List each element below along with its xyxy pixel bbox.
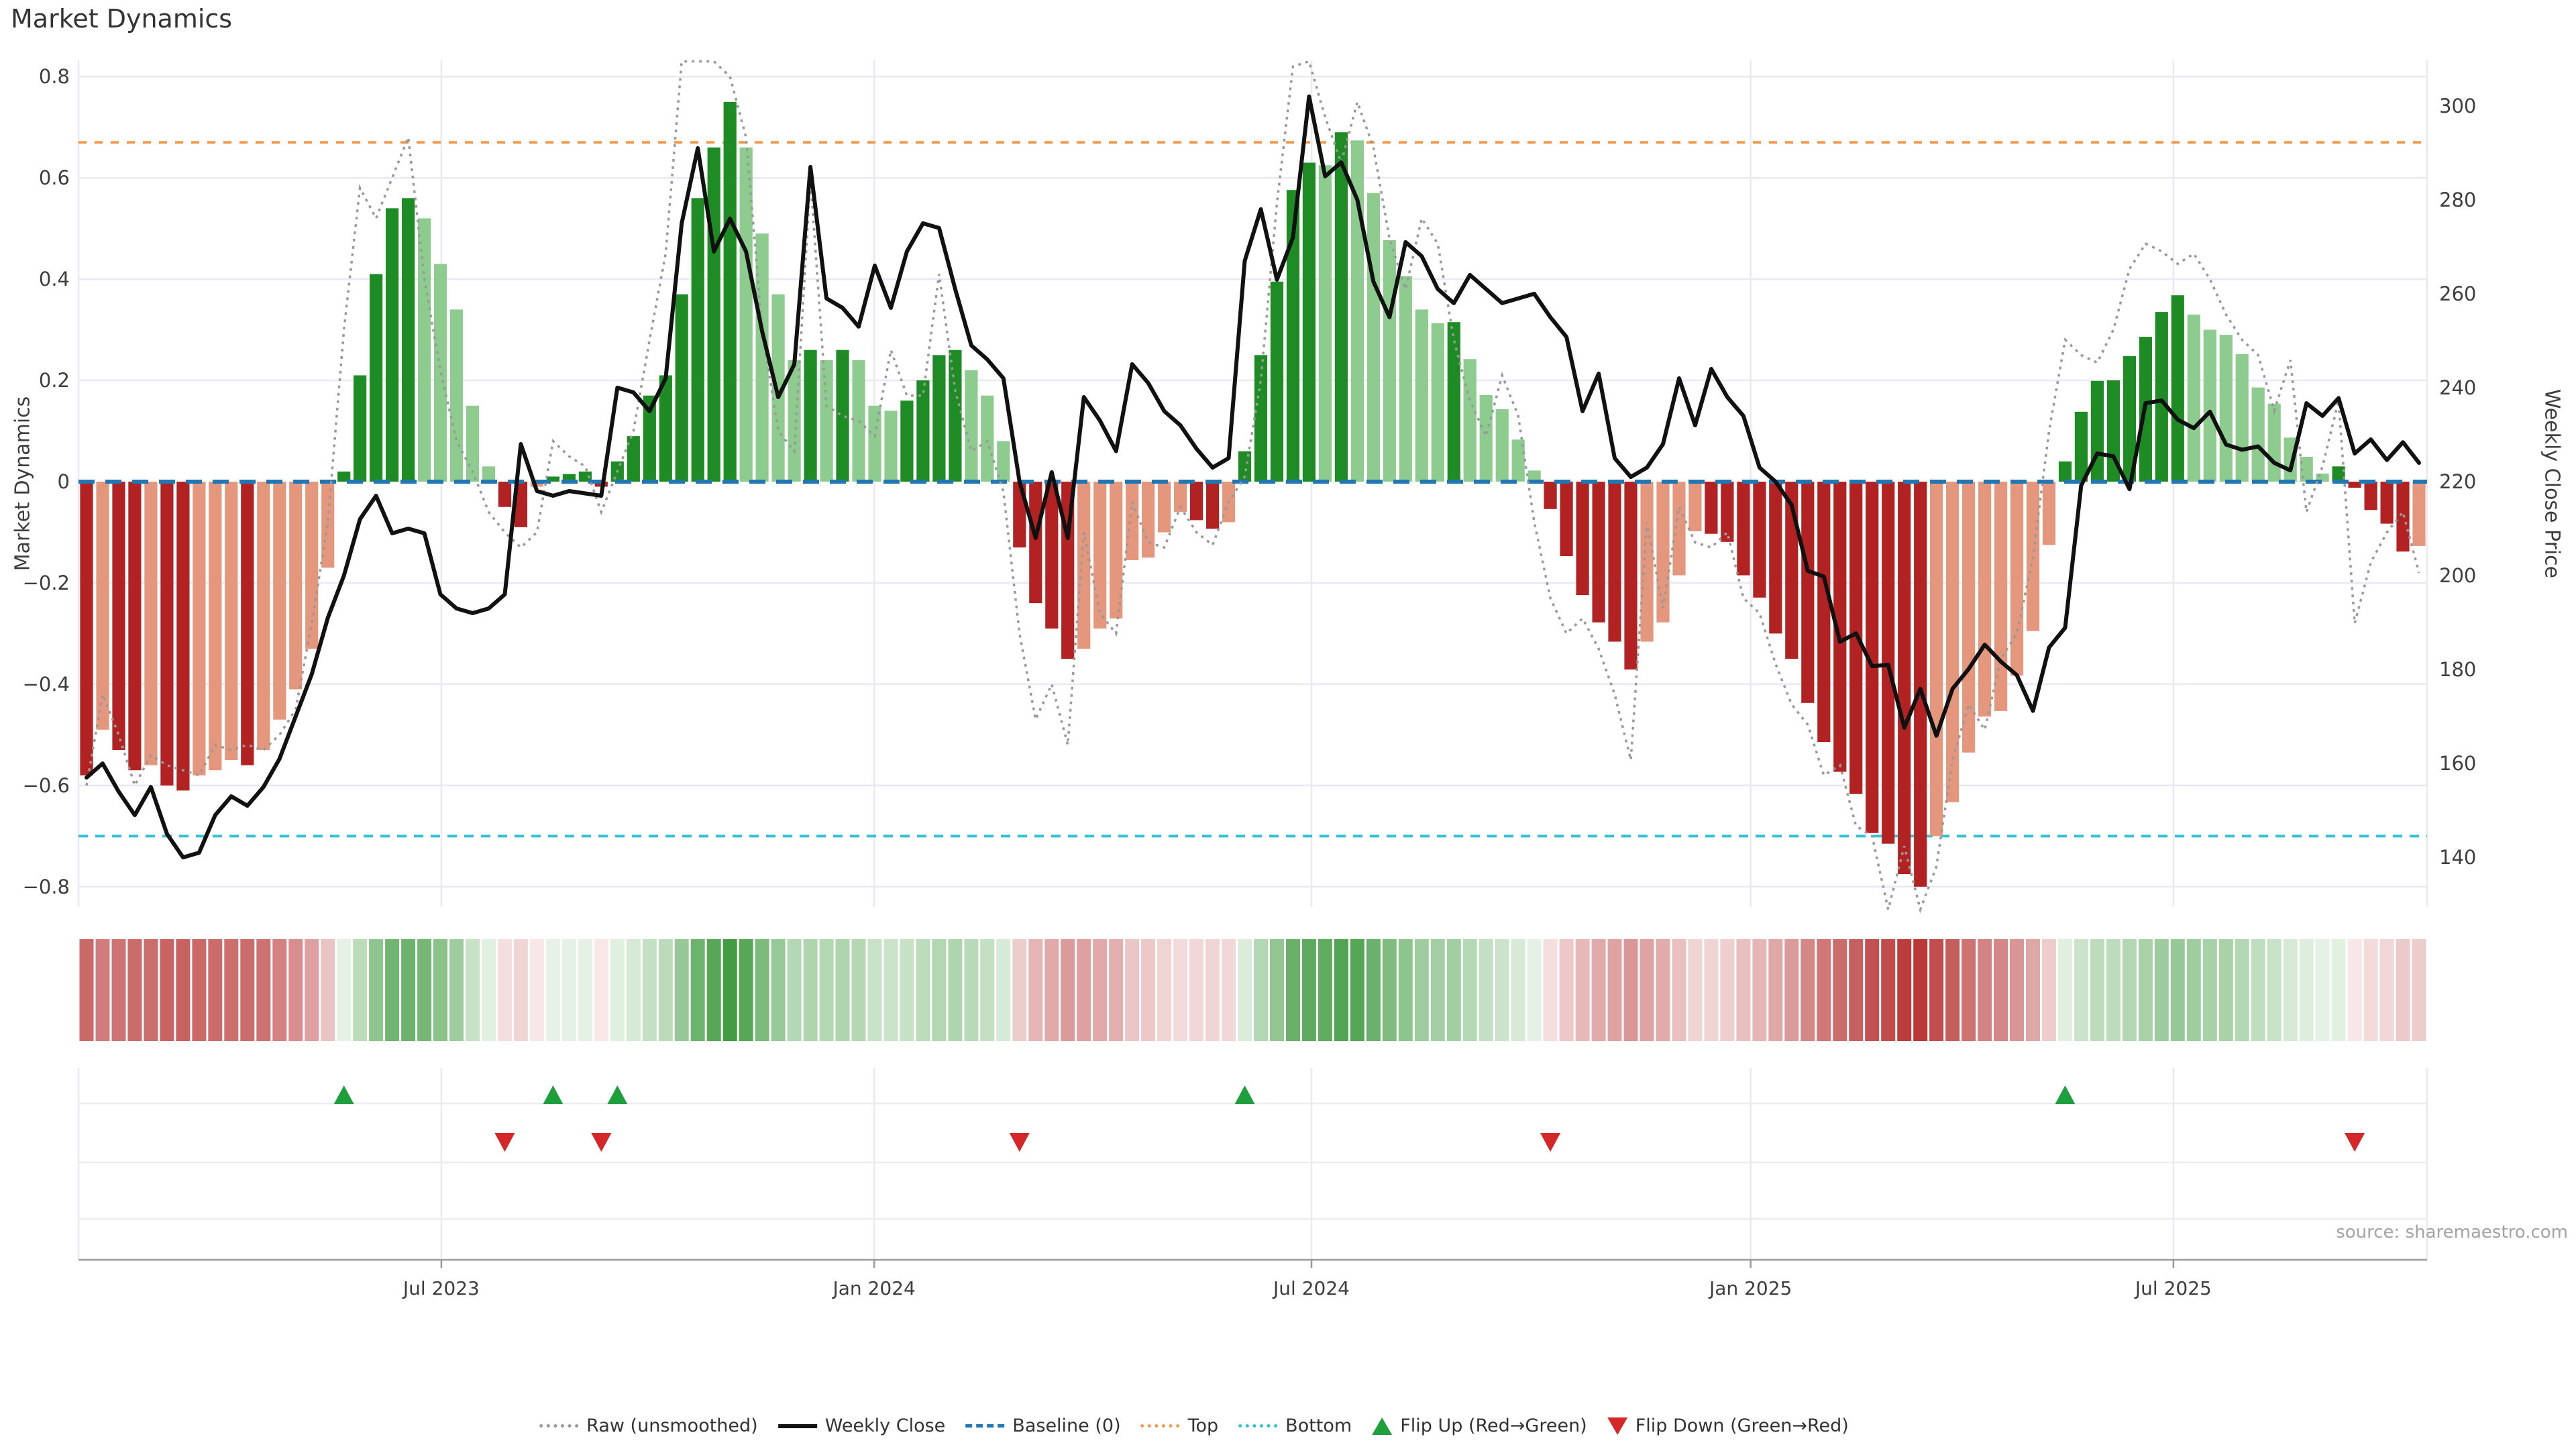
svg-text:240: 240 [2439,376,2476,399]
flip-down-marker [1009,1133,1030,1152]
legend-line-icon [1238,1424,1278,1428]
legend-label: Flip Down (Green→Red) [1635,1415,1849,1436]
y-axis-label-left: Market Dynamics [11,396,35,572]
dynamics-bars [80,101,2426,887]
flip-up-icon [1372,1417,1393,1435]
legend-label: Weekly Close [824,1415,946,1436]
svg-text:Jul 2023: Jul 2023 [402,1277,480,1299]
svg-text:0: 0 [58,470,70,493]
page-title: Market Dynamics [11,4,233,34]
heatmap-strip [79,939,2426,1041]
source-note: source: sharemaestro.com [2336,1222,2568,1242]
svg-text:280: 280 [2439,189,2476,211]
svg-text:−0.8: −0.8 [23,875,70,898]
flip-up-marker [1234,1085,1255,1104]
legend-item-3: Top [1140,1415,1219,1436]
legend-label: Flip Up (Red→Green) [1400,1415,1587,1436]
flip-markers [333,1085,2365,1152]
svg-text:−0.4: −0.4 [23,673,70,696]
svg-text:300: 300 [2439,95,2476,117]
svg-text:0.4: 0.4 [39,268,70,290]
svg-text:260: 260 [2439,282,2476,305]
svg-text:0.2: 0.2 [39,369,70,392]
legend-item-4: Bottom [1238,1415,1352,1436]
legend-item-6: Flip Down (Green→Red) [1607,1415,1849,1436]
legend-label: Baseline (0) [1012,1415,1121,1436]
legend-line-icon [1140,1424,1180,1428]
svg-text:−0.6: −0.6 [23,774,70,797]
y-axis-label-right: Weekly Close Price [2540,388,2564,579]
legend: Raw (unsmoothed) Weekly Close Baseline (0)… [539,1415,1849,1436]
svg-text:140: 140 [2439,846,2476,869]
legend-item-2: Baseline (0) [965,1415,1121,1436]
svg-text:220: 220 [2439,470,2476,493]
flip-up-marker [543,1085,564,1104]
legend-label: Bottom [1285,1415,1352,1436]
legend-line-icon [965,1424,1005,1428]
legend-line-icon [777,1424,817,1428]
legend-item-1: Weekly Close [777,1415,946,1436]
raw-line [85,60,2420,914]
legend-item-5: Flip Up (Red→Green) [1372,1415,1587,1436]
svg-text:180: 180 [2439,658,2476,681]
svg-text:0.8: 0.8 [39,65,70,88]
svg-text:Jan 2024: Jan 2024 [831,1277,915,1299]
weekly-close-line [85,94,2421,860]
legend-line-icon [539,1424,579,1428]
svg-text:Jan 2025: Jan 2025 [1708,1277,1792,1299]
svg-text:Jul 2024: Jul 2024 [1272,1277,1350,1299]
flip-down-marker [1540,1133,1561,1152]
svg-text:200: 200 [2439,564,2476,587]
svg-text:160: 160 [2439,752,2476,775]
flip-down-marker [2345,1133,2365,1152]
legend-item-0: Raw (unsmoothed) [539,1415,758,1436]
svg-text:Jul 2025: Jul 2025 [2134,1277,2212,1299]
svg-text:0.6: 0.6 [39,166,70,189]
flip-up-marker [2055,1085,2076,1104]
flip-up-marker [607,1085,628,1104]
flip-down-icon [1607,1417,1627,1435]
flip-up-marker [333,1085,354,1104]
legend-label: Top [1187,1415,1219,1436]
legend-label: Raw (unsmoothed) [586,1415,758,1436]
svg-text:−0.2: −0.2 [23,572,70,594]
flip-down-marker [591,1133,612,1152]
flip-down-marker [494,1133,515,1152]
